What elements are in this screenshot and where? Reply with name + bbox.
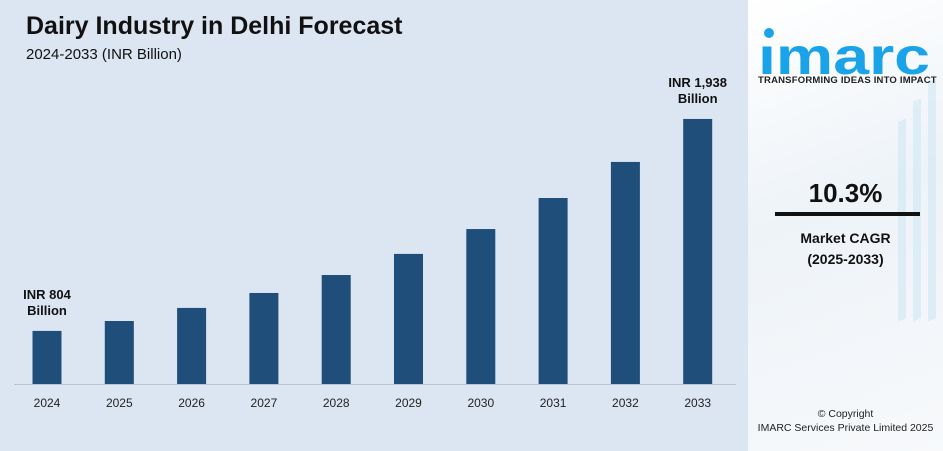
data-label: Billion (678, 91, 718, 106)
x-tick-label: 2030 (467, 396, 494, 410)
x-tick-label: 2024 (34, 396, 61, 410)
x-tick-label: 2029 (395, 396, 422, 410)
bar-2027 (249, 292, 279, 384)
bar-2024 (32, 330, 62, 384)
bar-2033 (683, 118, 713, 384)
chart-subtitle: 2024-2033 (INR Billion) (26, 46, 182, 63)
x-tick-label: 2032 (612, 396, 639, 410)
cagr-label: Market CAGR (2025-2033) (748, 228, 943, 270)
svg-text:ımarc: ımarc (758, 28, 930, 78)
cagr-period: (2025-2033) (807, 251, 884, 267)
copyright: © Copyright IMARC Services Private Limit… (748, 407, 943, 435)
tagline: TRANSFORMING IDEAS INTO IMPACT (758, 75, 937, 86)
x-tick-label: 2026 (178, 396, 205, 410)
cagr-label-text: Market CAGR (800, 230, 891, 246)
x-tick-label: 2027 (251, 396, 278, 410)
bar-2026 (177, 307, 207, 384)
x-tick-label: 2028 (323, 396, 350, 410)
chart-title: Dairy Industry in Delhi Forecast (26, 12, 403, 40)
copyright-line: © Copyright (817, 408, 874, 420)
chart-panel: Dairy Industry in Delhi Forecast 2024-20… (0, 0, 748, 451)
bar-2032 (610, 161, 640, 384)
data-label: INR 1,938 (668, 75, 727, 90)
imarc-logo: ımarc (758, 28, 930, 78)
divider (775, 212, 920, 216)
x-tick-label: 2031 (540, 396, 567, 410)
bar-2025 (104, 321, 134, 384)
x-tick-label: 2033 (684, 396, 711, 410)
data-label: Billion (27, 303, 67, 318)
x-tick-label: 2025 (106, 396, 133, 410)
sidebar: ımarc TRANSFORMING IDEAS INTO IMPACT 10.… (748, 0, 943, 451)
cagr-value: 10.3% (808, 178, 883, 208)
bar-2030 (466, 229, 496, 384)
data-label: INR 804 (23, 287, 71, 302)
company-line: IMARC Services Private Limited 2025 (757, 422, 934, 434)
bar-2031 (538, 198, 568, 384)
bar-2029 (394, 253, 423, 384)
bar-2028 (321, 275, 351, 384)
